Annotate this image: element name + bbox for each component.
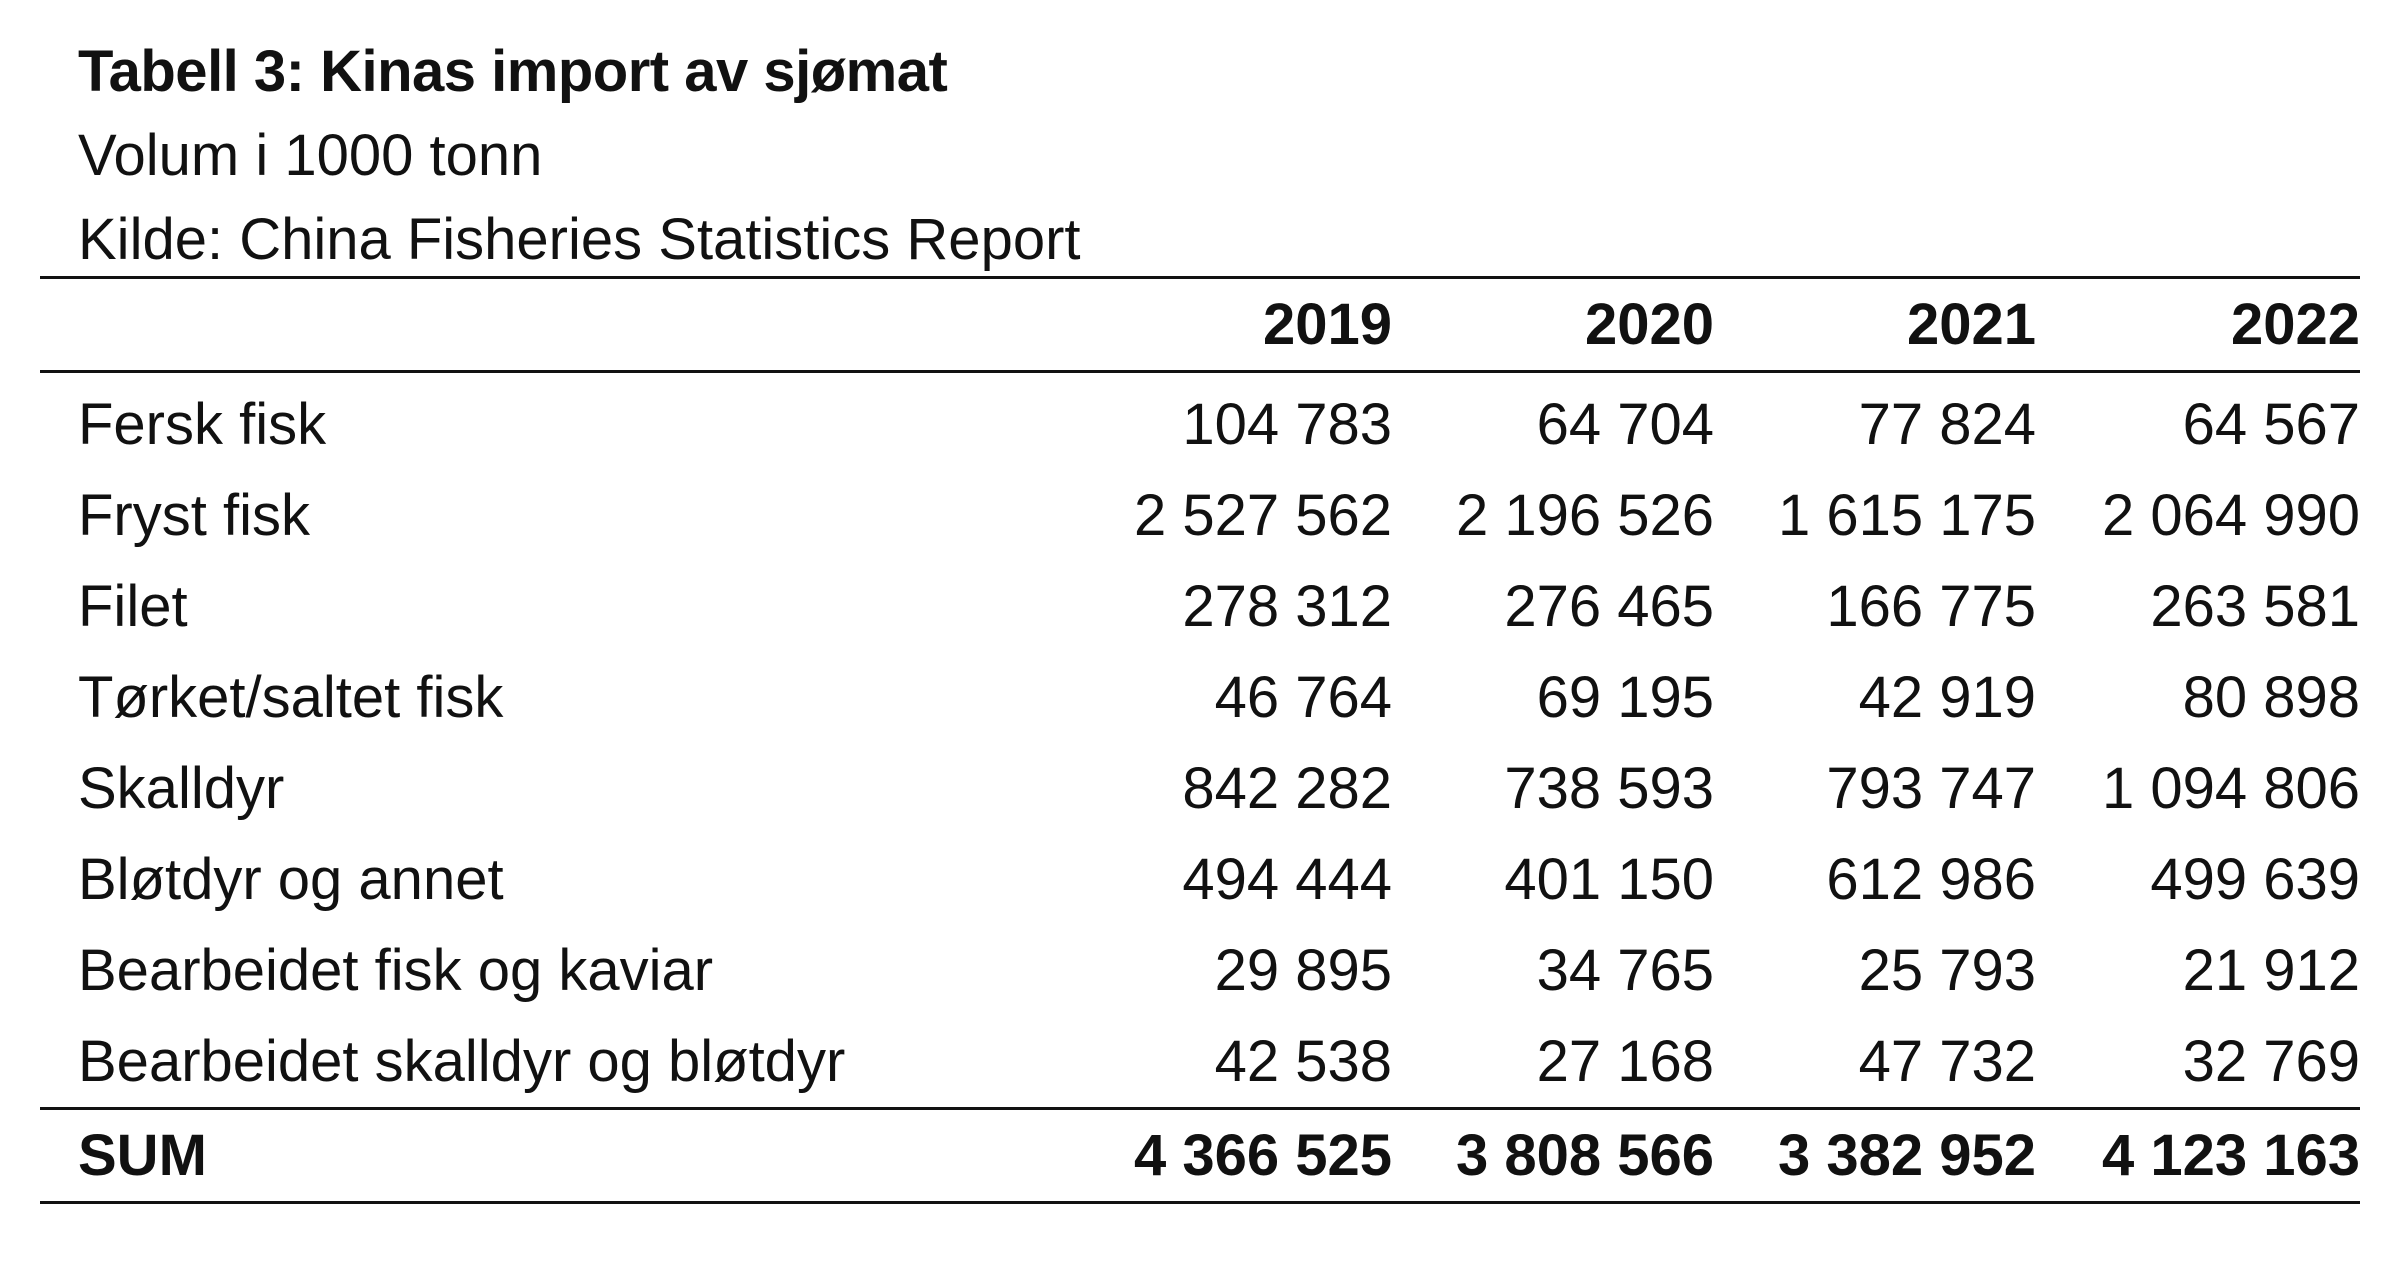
table-cell: 46 764 bbox=[1214, 665, 1392, 730]
column-header-label bbox=[40, 278, 1070, 372]
table-cell: 77 824 bbox=[1858, 392, 2036, 457]
table-cell: 1 615 175 bbox=[1777, 483, 2036, 548]
table-cell: 64 567 bbox=[2182, 392, 2360, 457]
table-cell: 21 912 bbox=[2182, 938, 2360, 1003]
table-cell: 842 282 bbox=[1182, 756, 1392, 821]
table-cell: 29 895 bbox=[1214, 938, 1392, 1003]
total-cell: 4 366 525 bbox=[1133, 1123, 1392, 1188]
table-subtitle: Volum i 1000 tonn bbox=[78, 123, 543, 188]
table-row: Tørket/saltet fisk 46 764 69 195 42 919 … bbox=[40, 652, 2360, 743]
table-source: Kilde: China Fisheries Statistics Report bbox=[78, 207, 1081, 272]
table-cell: 263 581 bbox=[2150, 574, 2360, 639]
table-cell: 64 704 bbox=[1536, 392, 1714, 457]
table-cell: 2 064 990 bbox=[2101, 483, 2360, 548]
row-label: Tørket/saltet fisk bbox=[78, 665, 504, 730]
total-row: SUM 4 366 525 3 808 566 3 382 952 4 123 … bbox=[40, 1108, 2360, 1203]
table-cell: 47 732 bbox=[1858, 1029, 2036, 1094]
table-cell: 25 793 bbox=[1858, 938, 2036, 1003]
table-cell: 104 783 bbox=[1182, 392, 1392, 457]
table-row: Bløtdyr og annet 494 444 401 150 612 986… bbox=[40, 834, 2360, 925]
table-cell: 2 196 526 bbox=[1455, 483, 1714, 548]
table-cell: 27 168 bbox=[1536, 1029, 1714, 1094]
row-label: Bearbeidet fisk og kaviar bbox=[78, 938, 714, 1003]
table-cell: 69 195 bbox=[1536, 665, 1714, 730]
row-label: Skalldyr bbox=[78, 756, 285, 821]
table-cell: 2 527 562 bbox=[1133, 483, 1392, 548]
table-cell: 166 775 bbox=[1826, 574, 2036, 639]
header-row: 2019 2020 2021 2022 bbox=[40, 277, 2360, 372]
table-cell: 80 898 bbox=[2182, 665, 2360, 730]
table-cell: 34 765 bbox=[1536, 938, 1714, 1003]
table-cell: 1 094 806 bbox=[2101, 756, 2360, 821]
table-row: Fersk fisk 104 783 64 704 77 824 64 567 bbox=[40, 372, 2360, 471]
column-header-2020: 2020 bbox=[1584, 292, 1714, 357]
table-cell: 276 465 bbox=[1504, 574, 1714, 639]
table-header: Tabell 3: Kinas import av sjømat Volum i… bbox=[78, 30, 1081, 282]
total-label: SUM bbox=[78, 1123, 207, 1188]
column-header-2021: 2021 bbox=[1906, 292, 2036, 357]
table-cell: 401 150 bbox=[1504, 847, 1714, 912]
total-cell: 3 382 952 bbox=[1777, 1123, 2036, 1188]
table-row: Bearbeidet skalldyr og bløtdyr 42 538 27… bbox=[40, 1016, 2360, 1109]
column-header-2019: 2019 bbox=[1262, 292, 1392, 357]
row-label: Bløtdyr og annet bbox=[78, 847, 504, 912]
row-label: Filet bbox=[78, 574, 188, 639]
table-row: Skalldyr 842 282 738 593 793 747 1 094 8… bbox=[40, 743, 2360, 834]
row-label: Fryst fisk bbox=[78, 483, 310, 548]
row-label: Bearbeidet skalldyr og bløtdyr bbox=[78, 1029, 846, 1094]
table-cell: 42 538 bbox=[1214, 1029, 1392, 1094]
table-cell: 494 444 bbox=[1182, 847, 1392, 912]
table-row: Fryst fisk 2 527 562 2 196 526 1 615 175… bbox=[40, 470, 2360, 561]
table-cell: 793 747 bbox=[1826, 756, 2036, 821]
table-row: Filet 278 312 276 465 166 775 263 581 bbox=[40, 561, 2360, 652]
column-header-2022: 2022 bbox=[2230, 292, 2360, 357]
table-row: Bearbeidet fisk og kaviar 29 895 34 765 … bbox=[40, 925, 2360, 1016]
total-cell: 3 808 566 bbox=[1455, 1123, 1714, 1188]
table-cell: 738 593 bbox=[1504, 756, 1714, 821]
table-title: Tabell 3: Kinas import av sjømat bbox=[78, 39, 948, 104]
seafood-import-table: 2019 2020 2021 2022 Fersk fisk 104 783 6… bbox=[40, 276, 2360, 1204]
table-cell: 612 986 bbox=[1826, 847, 2036, 912]
table-cell: 32 769 bbox=[2182, 1029, 2360, 1094]
total-cell: 4 123 163 bbox=[2101, 1123, 2360, 1188]
row-label: Fersk fisk bbox=[78, 392, 327, 457]
table-cell: 42 919 bbox=[1858, 665, 2036, 730]
table-cell: 499 639 bbox=[2150, 847, 2360, 912]
table-cell: 278 312 bbox=[1182, 574, 1392, 639]
